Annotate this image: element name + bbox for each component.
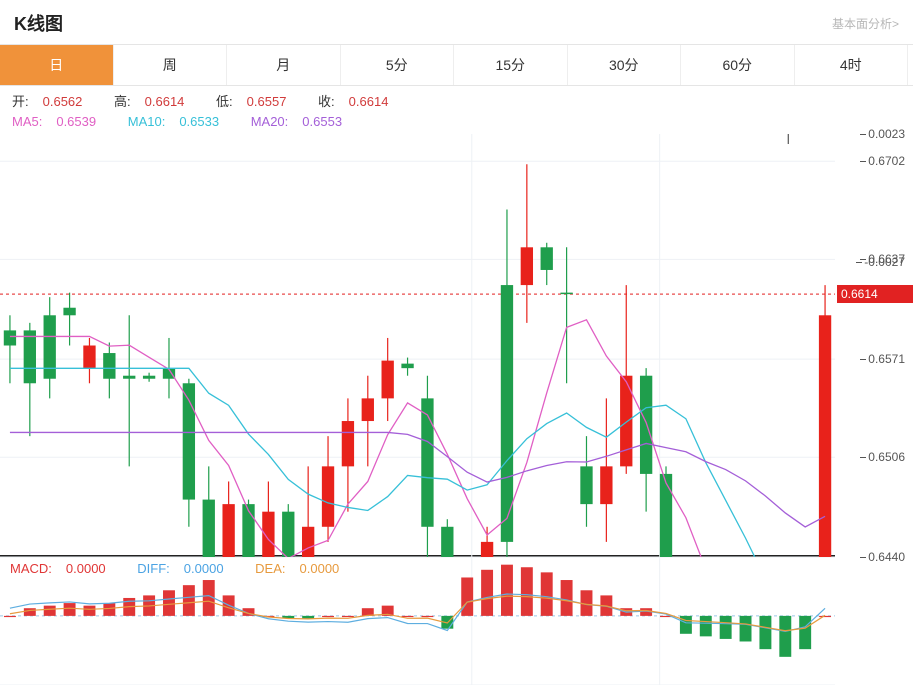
tab-monthly[interactable]: 月 (227, 45, 341, 85)
macd-bar[interactable] (720, 616, 732, 639)
candle-bar[interactable] (103, 353, 115, 379)
candle-bar[interactable] (222, 504, 234, 557)
macd-tick: 0.0023 (868, 127, 905, 141)
macd-bar[interactable] (163, 590, 175, 616)
candle-bar[interactable] (541, 247, 553, 270)
tab-60min[interactable]: 60分 (681, 45, 795, 85)
macd-bar[interactable] (481, 570, 493, 616)
macd-info-labels: MACD: 0.0000 DIFF: 0.0000 DEA: 0.0000 (10, 561, 367, 576)
candle-bar[interactable] (63, 308, 75, 316)
current-price-badge: 0.6614 (837, 285, 913, 303)
candle-bar[interactable] (441, 527, 453, 557)
candle-bar[interactable] (123, 376, 135, 379)
macd-bar[interactable] (700, 616, 712, 636)
macd-bar[interactable] (521, 567, 533, 616)
candle-bar[interactable] (660, 474, 672, 557)
candle-bar[interactable] (83, 346, 95, 369)
tab-30min[interactable]: 30分 (568, 45, 682, 85)
macd-axis: 0.0023 -0.0027 (835, 134, 913, 262)
candle-bar[interactable] (282, 512, 294, 557)
low-value: 0.6557 (247, 94, 287, 109)
candle-bar[interactable] (819, 315, 831, 557)
candle-bar[interactable] (302, 527, 314, 557)
candle-bar[interactable] (481, 542, 493, 557)
macd-bar[interactable] (24, 608, 36, 616)
candlestick-svg (0, 134, 835, 557)
high-value: 0.6614 (145, 94, 185, 109)
ohlc-ma-info: 开: 0.6562 高: 0.6614 低: 0.6557 收: 0.6614 MA5:… (0, 86, 913, 134)
macd-chart[interactable]: MACD: 0.0000 DIFF: 0.0000 DEA: 0.0000 (0, 557, 835, 685)
macd-svg (0, 557, 835, 685)
candle-bar[interactable] (24, 330, 36, 383)
macd-bar[interactable] (302, 616, 314, 619)
period-tabs: 日 周 月 5分 15分 30分 60分 4时 (0, 45, 913, 86)
macd-bar[interactable] (84, 606, 96, 616)
tab-daily[interactable]: 日 (0, 45, 114, 85)
candle-bar[interactable] (342, 421, 354, 466)
candle-bar[interactable] (640, 376, 652, 474)
moving-average-line (10, 432, 825, 526)
macd-tick: -0.0027 (864, 255, 905, 269)
low-label: 低: (216, 94, 233, 109)
candle-bar[interactable] (501, 285, 513, 542)
macd-bar[interactable] (799, 616, 811, 649)
tab-5min[interactable]: 5分 (341, 45, 455, 85)
close-value: 0.6614 (349, 94, 389, 109)
ma5-value: 0.6539 (56, 114, 96, 129)
macd-bar[interactable] (759, 616, 771, 649)
candle-bar[interactable] (421, 398, 433, 526)
tab-weekly[interactable]: 周 (114, 45, 228, 85)
macd-bar[interactable] (64, 603, 76, 616)
candle-bar[interactable] (580, 466, 592, 504)
moving-average-line (10, 368, 825, 557)
candlestick-chart[interactable] (0, 134, 835, 557)
tab-15min[interactable]: 15分 (454, 45, 568, 85)
macd-bar[interactable] (561, 580, 573, 616)
macd-bar[interactable] (819, 616, 831, 617)
macd-bar[interactable] (541, 572, 553, 616)
ma10-value: 0.6533 (179, 114, 219, 129)
tab-spacer (908, 45, 913, 85)
macd-bar[interactable] (421, 616, 433, 617)
fundamental-analysis-link[interactable]: 基本面分析> (832, 15, 899, 32)
candle-bar[interactable] (242, 504, 254, 557)
macd-bar[interactable] (740, 616, 752, 642)
macd-bar[interactable] (183, 585, 195, 616)
ma20-label: MA20: (251, 114, 289, 129)
candle-bar[interactable] (322, 466, 334, 526)
ma20-value: 0.6553 (302, 114, 342, 129)
price-tick: 0.6571 (868, 352, 905, 366)
candle-bar[interactable] (600, 466, 612, 504)
candle-bar[interactable] (521, 247, 533, 285)
candle-bar[interactable] (560, 293, 572, 295)
candle-bar[interactable] (4, 330, 16, 345)
macd-bar[interactable] (44, 606, 56, 616)
macd-bar[interactable] (342, 616, 354, 617)
macd-bar[interactable] (103, 603, 115, 616)
macd-bar[interactable] (4, 616, 16, 617)
ma5-label: MA5: (12, 114, 42, 129)
close-label: 收: (318, 94, 335, 109)
ma10-label: MA10: (128, 114, 166, 129)
macd-bar[interactable] (501, 565, 513, 616)
macd-bar[interactable] (461, 577, 473, 615)
page-title: K线图 (14, 10, 63, 36)
tab-4hour[interactable]: 4时 (795, 45, 909, 85)
macd-bar[interactable] (779, 616, 791, 657)
page-header: K线图 基本面分析> (0, 0, 913, 45)
price-tick: 0.6506 (868, 450, 905, 464)
candle-bar[interactable] (401, 364, 413, 369)
high-label: 高: (114, 94, 131, 109)
candle-bar[interactable] (203, 500, 215, 557)
candle-bar[interactable] (143, 376, 155, 379)
open-value: 0.6562 (43, 94, 83, 109)
open-label: 开: (12, 94, 29, 109)
candle-bar[interactable] (362, 398, 374, 421)
macd-bar[interactable] (322, 616, 334, 617)
candle-bar[interactable] (44, 315, 56, 378)
price-tick: 0.6440 (868, 550, 905, 564)
chart-area: 0.6614 0.6702 0.6637 0.6571 0.6506 0.6440 MA… (0, 134, 913, 685)
candle-bar[interactable] (382, 361, 394, 399)
